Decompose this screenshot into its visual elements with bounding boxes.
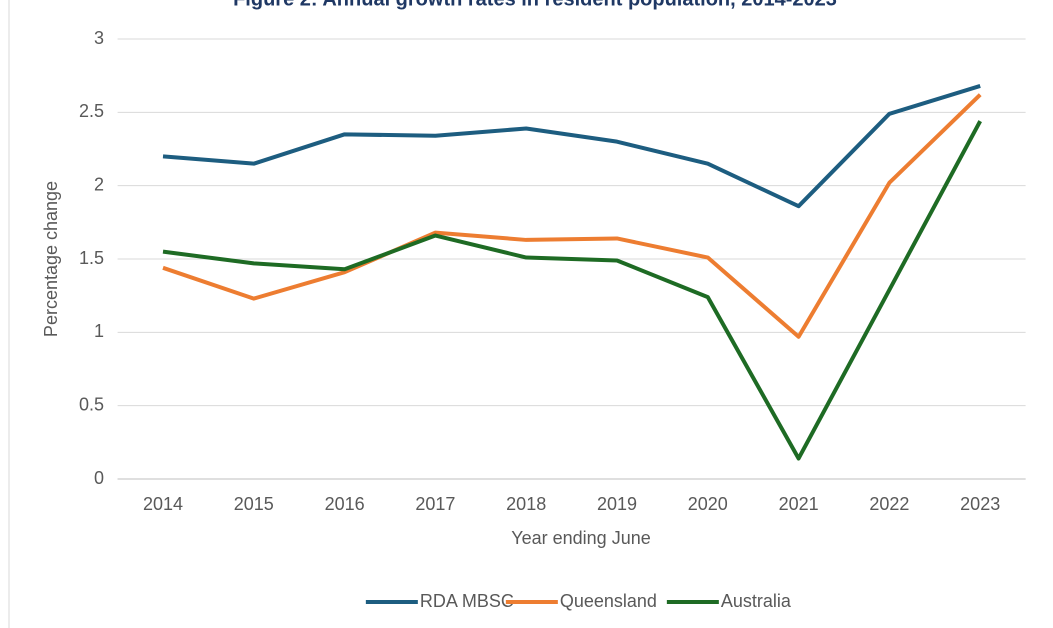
series-line [162,93,982,339]
series-line [162,120,982,461]
y-tick-label: 3 [94,28,104,48]
x-tick-label: 2020 [688,494,728,514]
chart-title: Figure 2: Annual growth rates in residen… [233,0,837,10]
x-axis-label: Year ending June [511,528,650,548]
legend-label: Queensland [560,591,657,611]
x-tick-label: 2018 [506,494,546,514]
y-tick-label: 0 [94,468,104,488]
x-tick-label: 2021 [779,494,819,514]
x-tick-label: 2023 [960,494,1000,514]
x-tick-label: 2015 [234,494,274,514]
x-tick-label: 2022 [869,494,909,514]
legend-label: RDA MBSC [420,591,514,611]
y-tick-label: 2.5 [79,101,104,121]
y-axis-label: Percentage change [41,181,61,337]
y-tick-label: 2 [94,174,104,194]
x-tick-label: 2019 [597,494,637,514]
y-tick-label: 0.5 [79,394,104,414]
x-tick-label: 2016 [325,494,365,514]
series-line [162,84,981,209]
x-tick-label: 2017 [415,494,455,514]
y-tick-label: 1 [94,321,104,341]
x-tick-label: 2014 [143,494,183,514]
legend-label: Australia [721,591,792,611]
y-tick-label: 1.5 [79,248,104,268]
